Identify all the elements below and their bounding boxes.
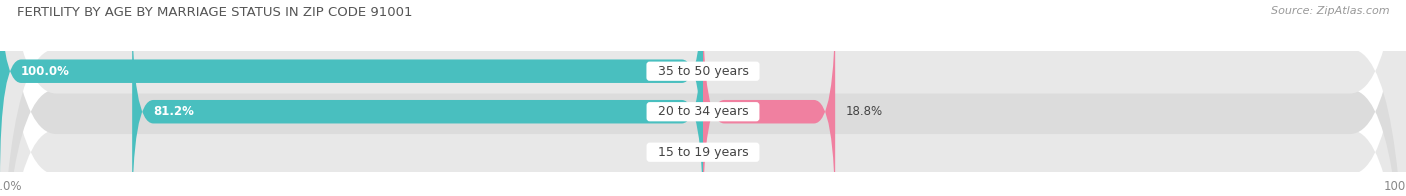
- Text: FERTILITY BY AGE BY MARRIAGE STATUS IN ZIP CODE 91001: FERTILITY BY AGE BY MARRIAGE STATUS IN Z…: [17, 6, 412, 19]
- Text: 20 to 34 years: 20 to 34 years: [650, 105, 756, 118]
- FancyBboxPatch shape: [0, 0, 703, 181]
- Text: 100.0%: 100.0%: [21, 65, 70, 78]
- Text: 0.0%: 0.0%: [713, 65, 744, 78]
- Text: 81.2%: 81.2%: [153, 105, 194, 118]
- Text: 15 to 19 years: 15 to 19 years: [650, 146, 756, 159]
- Text: 35 to 50 years: 35 to 50 years: [650, 65, 756, 78]
- Text: 18.8%: 18.8%: [846, 105, 883, 118]
- Text: 0.0%: 0.0%: [659, 146, 689, 159]
- Text: Source: ZipAtlas.com: Source: ZipAtlas.com: [1271, 6, 1389, 16]
- FancyBboxPatch shape: [132, 2, 703, 196]
- Text: 0.0%: 0.0%: [713, 146, 744, 159]
- FancyBboxPatch shape: [703, 2, 835, 196]
